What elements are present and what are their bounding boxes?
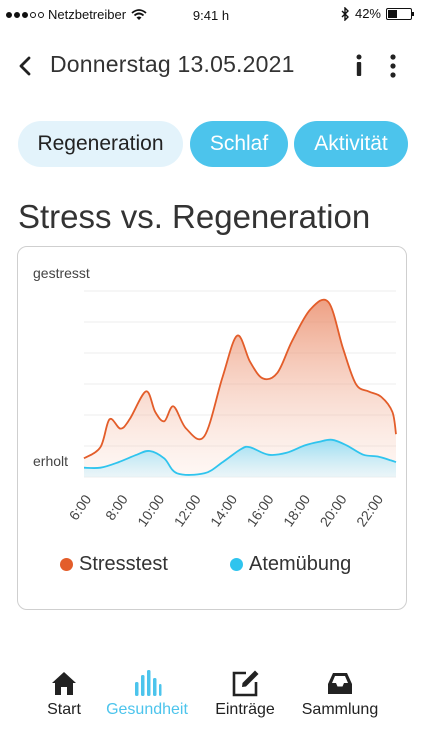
tab-schlaf[interactable]: Schlaf bbox=[190, 121, 288, 167]
x-tick-label: 12:00 bbox=[171, 491, 204, 529]
header: Donnerstag 13.05.2021 bbox=[0, 44, 422, 88]
legend-label: Stresstest bbox=[79, 553, 168, 575]
nav-start[interactable]: Start bbox=[14, 660, 114, 720]
legend-item-stresstest[interactable]: Stresstest bbox=[60, 553, 168, 576]
nav-label: Sammlung bbox=[301, 701, 379, 718]
status-right: 42% bbox=[341, 6, 414, 21]
legend-item-atemuebung[interactable]: Atemübung bbox=[230, 553, 351, 576]
tab-aktivitaet[interactable]: Aktivität bbox=[294, 121, 408, 167]
x-tick-label: 6:00 bbox=[66, 491, 95, 523]
x-tick-label: 20:00 bbox=[317, 491, 350, 529]
bottom-navigation: Start Gesundheit Einträge Sammlung bbox=[0, 660, 422, 750]
more-vertical-icon[interactable] bbox=[384, 52, 402, 80]
series-line-stresstest bbox=[83, 298, 397, 460]
bar-chart-icon bbox=[135, 670, 162, 696]
series-line-atemuebung bbox=[83, 438, 397, 476]
chart-heading: Stress vs. Regeneration bbox=[18, 198, 371, 235]
nav-gesundheit[interactable]: Gesundheit bbox=[97, 660, 197, 720]
chart-card: gestresst erholt 6:00 8:00 10:00 12:00 14:00… bbox=[17, 246, 407, 610]
series-area-stresstest bbox=[84, 299, 396, 477]
signal-strength-icon bbox=[6, 11, 44, 18]
edit-icon bbox=[232, 670, 259, 697]
x-tick-label: 18:00 bbox=[280, 491, 313, 529]
nav-eintraege[interactable]: Einträge bbox=[195, 660, 295, 720]
page-title: Donnerstag 13.05.2021 bbox=[50, 51, 295, 77]
chevron-left-icon[interactable] bbox=[14, 52, 38, 80]
bluetooth-icon bbox=[341, 6, 349, 21]
status-bar: Netzbetreiber 9:41 h 42% bbox=[0, 0, 422, 30]
nav-sammlung[interactable]: Sammlung bbox=[290, 660, 390, 720]
x-tick-label: 8:00 bbox=[102, 491, 131, 523]
legend-dot bbox=[230, 558, 243, 571]
x-tick-label: 16:00 bbox=[244, 491, 277, 529]
carrier-name: Netzbetreiber bbox=[48, 7, 127, 22]
tab-regeneration[interactable]: Regeneration bbox=[18, 121, 183, 167]
legend-dot bbox=[60, 558, 73, 571]
inbox-icon bbox=[328, 673, 352, 694]
y-axis-top-label: gestresst bbox=[33, 265, 90, 281]
battery-icon bbox=[386, 7, 414, 20]
stress-regeneration-chart: gestresst erholt 6:00 8:00 10:00 12:00 14:00… bbox=[33, 265, 397, 529]
battery-percent: 42% bbox=[354, 6, 381, 21]
segment-tabs: Regeneration Schlaf Aktivität bbox=[0, 121, 422, 167]
chart-legend: Stresstest Atemübung bbox=[18, 553, 408, 583]
y-axis-bottom-label: erholt bbox=[33, 453, 68, 469]
x-tick-label: 14:00 bbox=[207, 491, 240, 529]
home-icon bbox=[52, 672, 76, 695]
wifi-icon bbox=[131, 8, 147, 20]
legend-label: Atemübung bbox=[249, 553, 352, 575]
nav-label: Einträge bbox=[215, 701, 275, 718]
status-time: 9:41 h bbox=[192, 8, 230, 23]
nav-label: Gesundheit bbox=[106, 701, 188, 718]
status-left: Netzbetreiber bbox=[6, 7, 147, 22]
x-tick-label: 22:00 bbox=[353, 491, 386, 529]
series-area-atemuebung bbox=[84, 439, 396, 477]
x-tick-label: 10:00 bbox=[134, 491, 167, 529]
nav-label: Start bbox=[47, 701, 81, 718]
info-icon[interactable] bbox=[350, 52, 368, 80]
battery-fill bbox=[388, 9, 398, 18]
